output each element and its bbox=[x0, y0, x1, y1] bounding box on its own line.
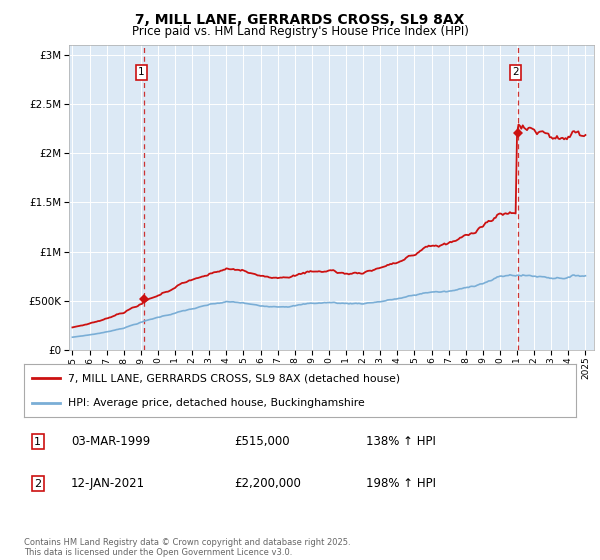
Text: £515,000: £515,000 bbox=[234, 435, 289, 449]
Text: Price paid vs. HM Land Registry's House Price Index (HPI): Price paid vs. HM Land Registry's House … bbox=[131, 25, 469, 38]
Text: 1: 1 bbox=[138, 67, 145, 77]
Text: 12-JAN-2021: 12-JAN-2021 bbox=[71, 477, 145, 490]
Text: 03-MAR-1999: 03-MAR-1999 bbox=[71, 435, 150, 449]
Text: 7, MILL LANE, GERRARDS CROSS, SL9 8AX (detached house): 7, MILL LANE, GERRARDS CROSS, SL9 8AX (d… bbox=[68, 374, 400, 384]
Text: HPI: Average price, detached house, Buckinghamshire: HPI: Average price, detached house, Buck… bbox=[68, 398, 365, 408]
Text: 2: 2 bbox=[512, 67, 518, 77]
Text: 2: 2 bbox=[34, 479, 41, 488]
Text: 7, MILL LANE, GERRARDS CROSS, SL9 8AX: 7, MILL LANE, GERRARDS CROSS, SL9 8AX bbox=[136, 13, 464, 27]
Text: 138% ↑ HPI: 138% ↑ HPI bbox=[366, 435, 436, 449]
Text: 198% ↑ HPI: 198% ↑ HPI bbox=[366, 477, 436, 490]
Text: Contains HM Land Registry data © Crown copyright and database right 2025.
This d: Contains HM Land Registry data © Crown c… bbox=[24, 538, 350, 557]
Text: 1: 1 bbox=[34, 437, 41, 447]
Text: £2,200,000: £2,200,000 bbox=[234, 477, 301, 490]
